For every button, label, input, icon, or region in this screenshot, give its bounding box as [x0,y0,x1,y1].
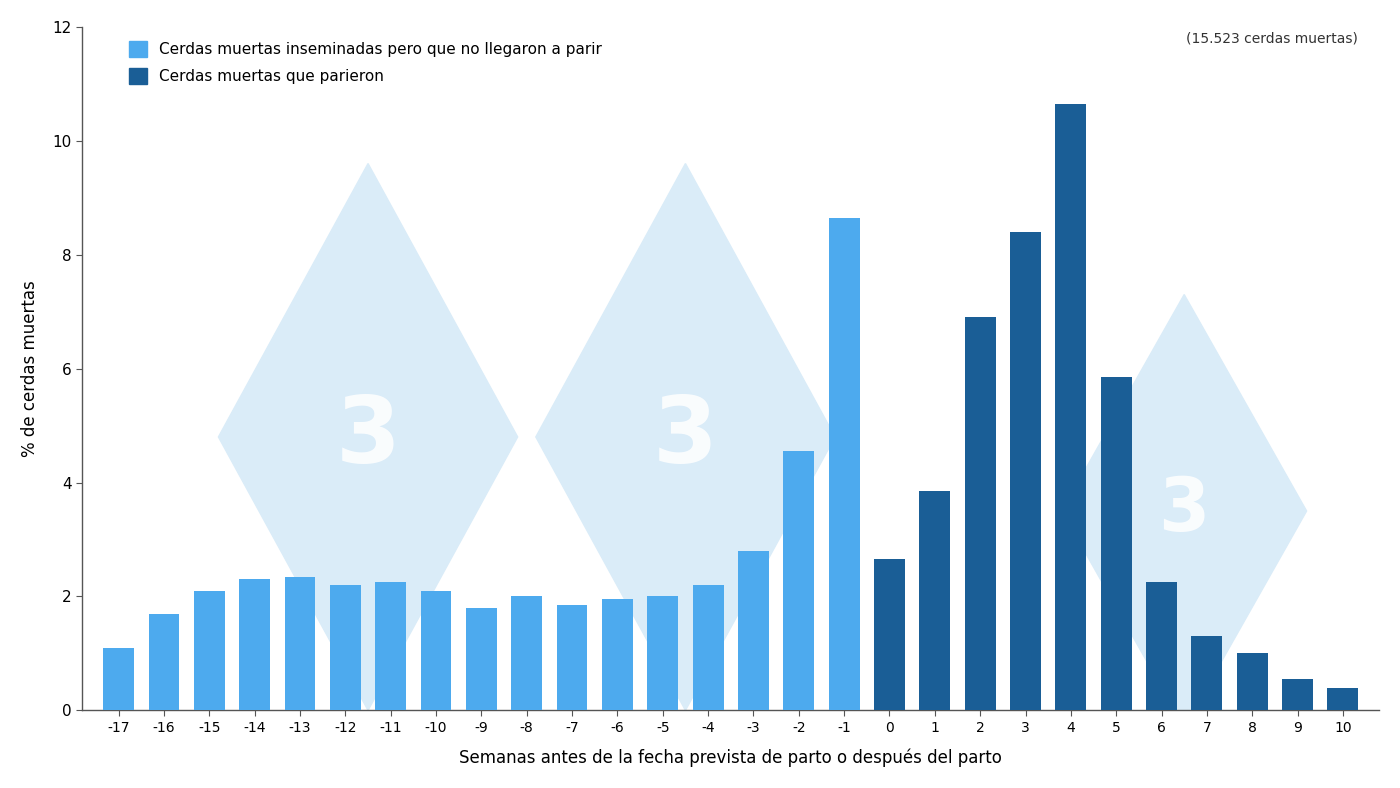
Bar [1282,679,1313,710]
Bar [148,614,179,710]
Bar [330,585,361,710]
Bar [784,452,815,710]
Bar [1009,232,1042,710]
Polygon shape [218,164,518,710]
Text: 3: 3 [652,392,718,482]
Bar [239,579,270,710]
Bar [375,582,406,710]
Bar [647,597,678,710]
Bar [466,608,497,710]
Bar [1056,104,1086,710]
Bar [284,577,315,710]
Legend: Cerdas muertas inseminadas pero que no llegaron a parir, Cerdas muertas que pari: Cerdas muertas inseminadas pero que no l… [129,41,602,84]
Bar [1147,582,1177,710]
Bar [195,591,225,710]
Bar [965,318,995,710]
Bar [738,551,769,710]
Bar [1327,688,1358,710]
Polygon shape [536,164,834,710]
Bar [874,559,904,710]
Bar [557,605,588,710]
Bar [1191,637,1222,710]
Polygon shape [1061,295,1306,727]
Bar [511,597,542,710]
Bar [602,600,633,710]
Bar [920,491,951,710]
Bar [420,591,451,710]
Text: 3: 3 [1159,474,1210,548]
Bar [829,217,860,710]
Bar [1100,377,1131,710]
Y-axis label: % de cerdas muertas: % de cerdas muertas [21,281,39,457]
Bar [1236,653,1267,710]
Bar [104,648,134,710]
Text: (15.523 cerdas muertas): (15.523 cerdas muertas) [1186,32,1358,46]
Bar [693,585,724,710]
Text: 3: 3 [336,392,400,482]
X-axis label: Semanas antes de la fecha prevista de parto o después del parto: Semanas antes de la fecha prevista de pa… [459,749,1002,768]
